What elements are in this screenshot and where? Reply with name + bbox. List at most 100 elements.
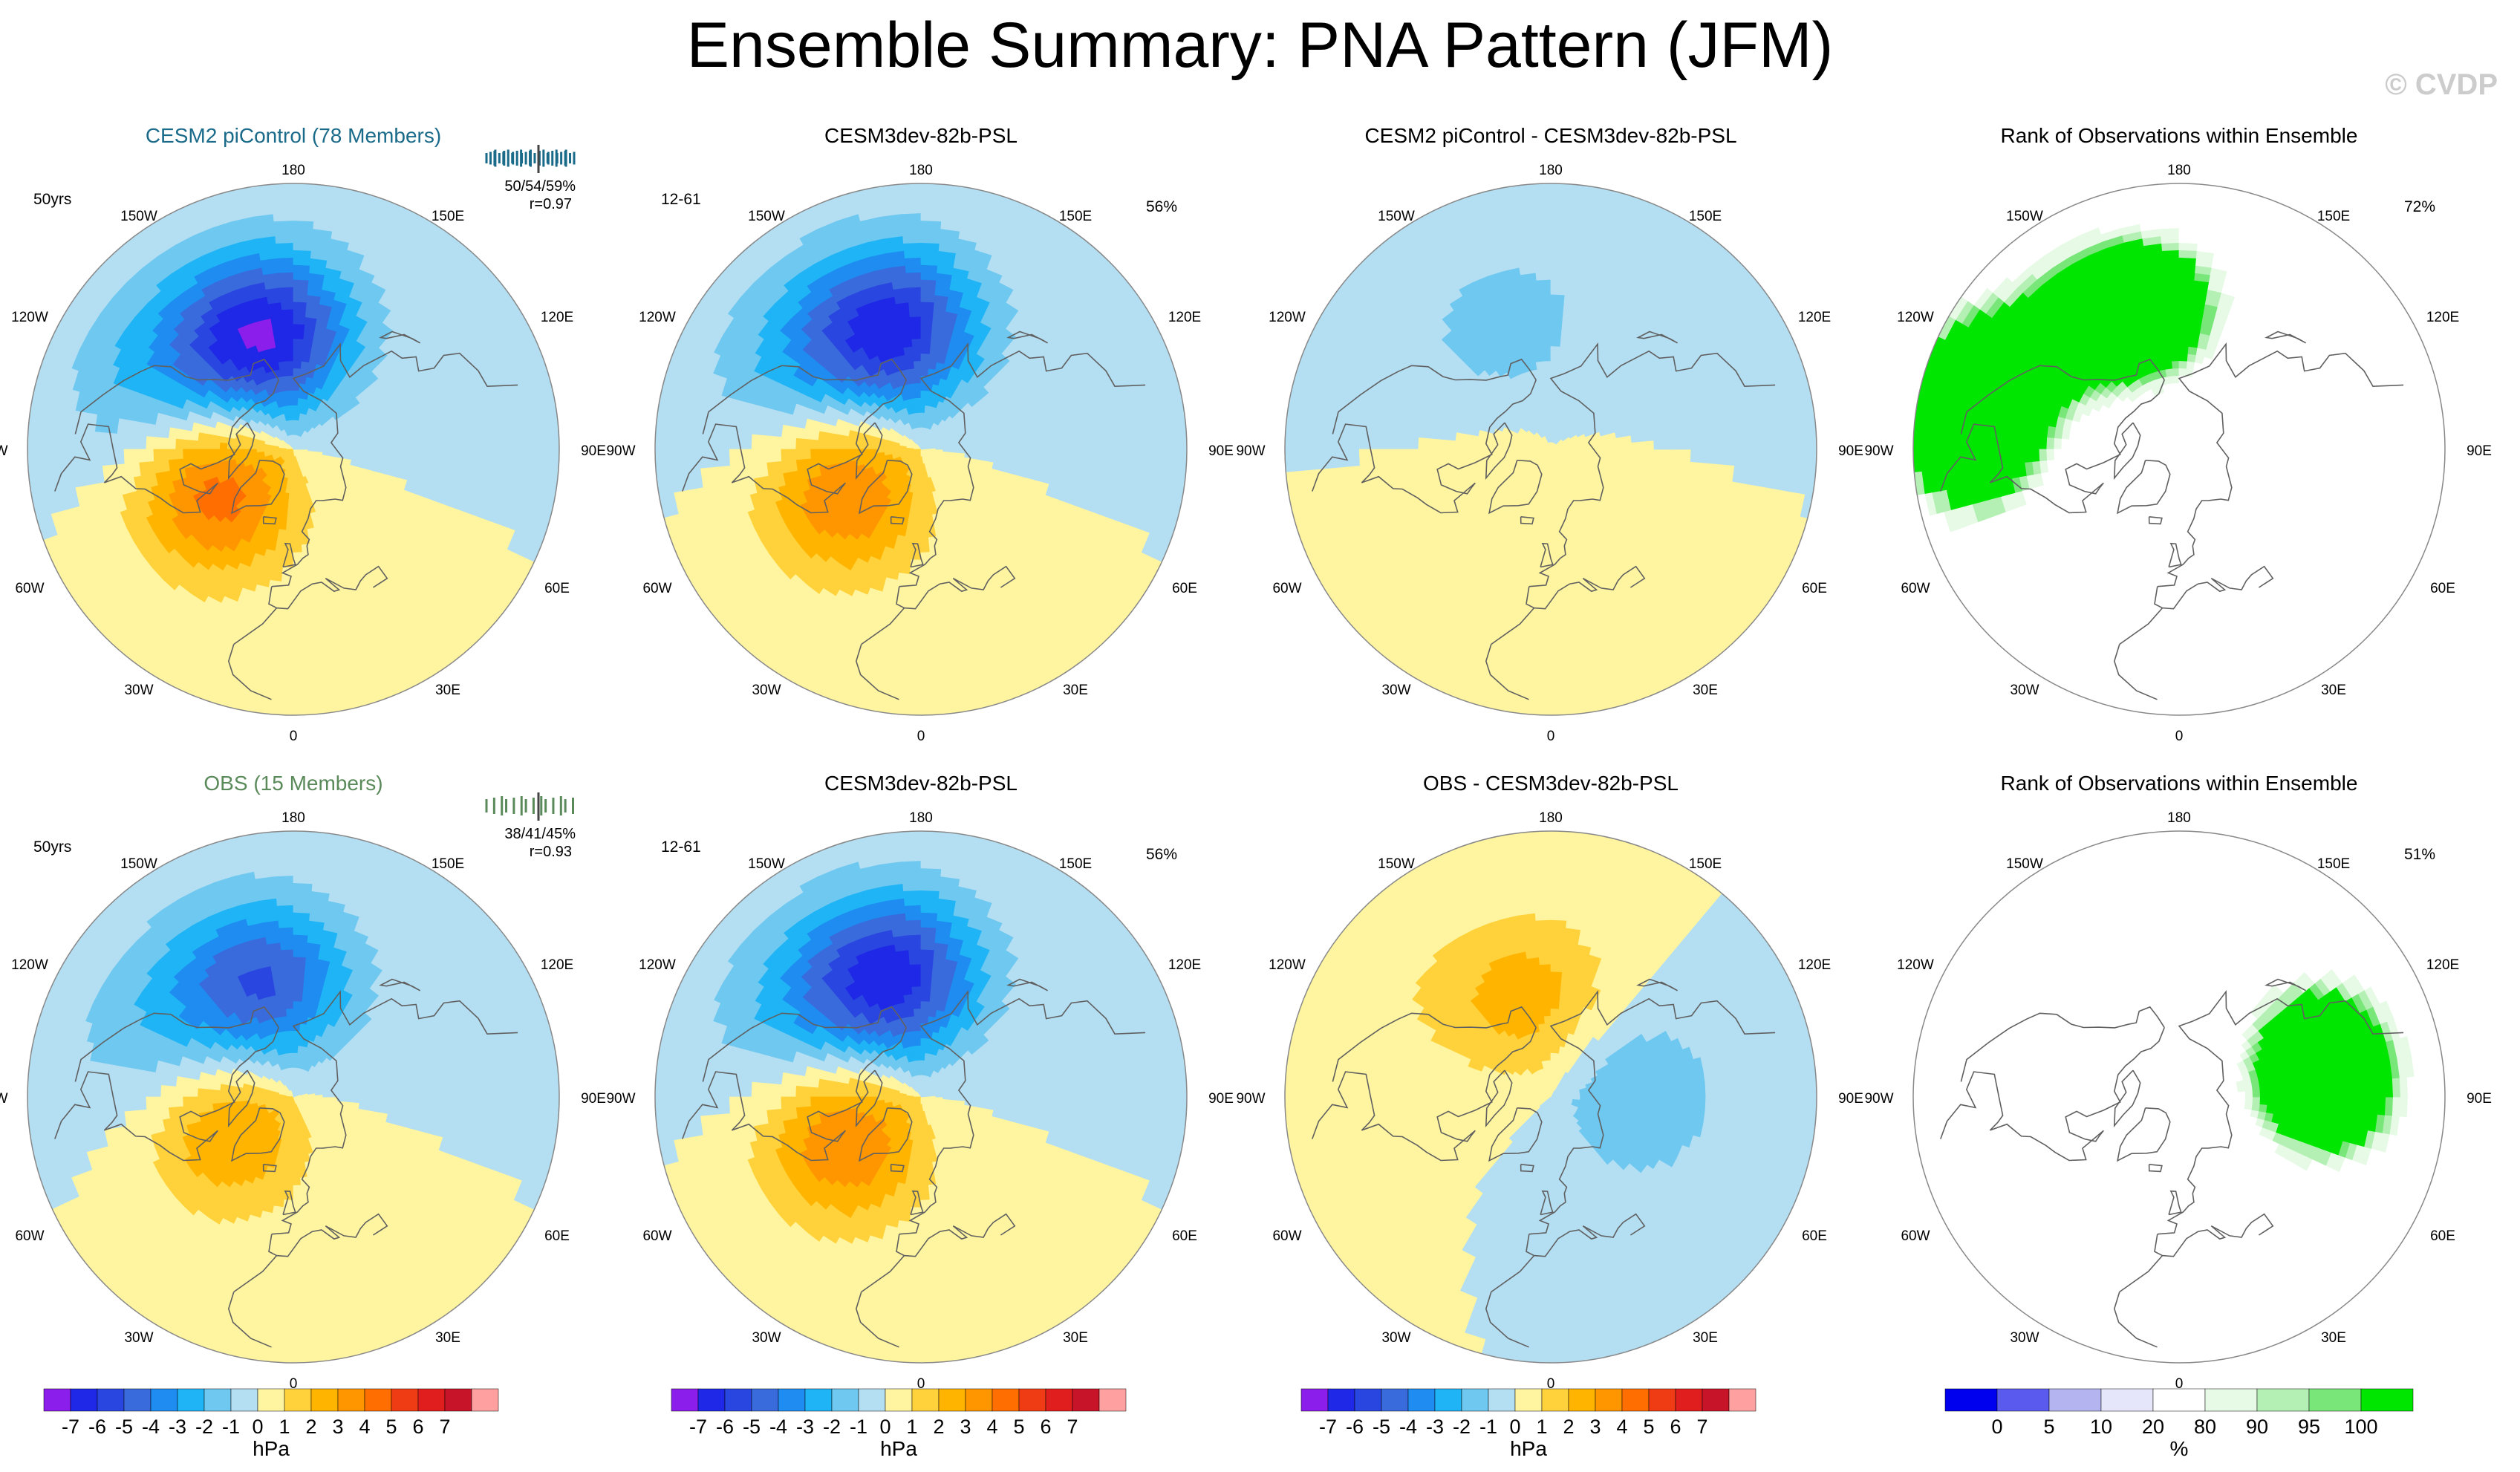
field-cell — [920, 648, 940, 657]
field-cell — [905, 271, 922, 281]
field-cell — [986, 442, 995, 450]
map-panel-cesm2-ensemble-mean: 1800150W150E120W120E90W90E60W60E30W30ECE… — [0, 124, 606, 744]
field-cell — [293, 235, 313, 244]
coastline — [282, 542, 296, 568]
field-cell — [440, 435, 449, 450]
field-cell — [293, 190, 316, 200]
field-cell — [920, 368, 928, 377]
field-cell — [293, 368, 301, 377]
field-cell — [1016, 449, 1025, 459]
field-cell — [802, 438, 811, 450]
field-cell — [920, 419, 924, 428]
field-cell — [1090, 449, 1099, 466]
field-cell — [543, 426, 553, 450]
field-cell — [477, 449, 486, 466]
field-cell — [272, 212, 294, 222]
field-cell — [920, 293, 935, 303]
field-cell — [34, 449, 44, 472]
field-cell — [273, 227, 294, 237]
field-cell — [293, 573, 306, 583]
field-cell — [906, 521, 915, 531]
field-cell — [293, 301, 307, 310]
field-cell — [868, 444, 877, 450]
field-cell — [388, 449, 397, 459]
field-cell — [994, 449, 1003, 457]
field-cell — [513, 429, 523, 450]
field-cell — [920, 397, 926, 406]
field-cell — [901, 662, 922, 671]
field-cell — [286, 522, 294, 531]
field-cell — [290, 471, 294, 480]
field-cell — [1148, 428, 1158, 450]
field-cell — [986, 449, 995, 457]
field-cell — [197, 432, 206, 443]
field-cell — [271, 205, 294, 215]
field-cell — [277, 529, 287, 538]
field-cell — [101, 432, 110, 450]
field-cell — [899, 212, 922, 222]
field-cell — [273, 662, 294, 671]
field-cell — [911, 345, 922, 354]
field-cell — [293, 323, 305, 332]
field-cell — [287, 500, 294, 509]
field-cell — [86, 449, 95, 468]
field-cell — [920, 345, 931, 354]
field-cell — [293, 183, 317, 192]
field-cell — [273, 220, 294, 229]
field-cell — [287, 507, 294, 516]
field-cell — [1082, 434, 1092, 450]
field-cell — [417, 449, 427, 462]
field-cell — [86, 431, 95, 450]
field-cell — [278, 610, 294, 620]
field-cell — [293, 353, 302, 362]
coastline — [233, 608, 278, 645]
field-cell — [255, 446, 264, 450]
field-cell — [772, 436, 782, 450]
field-cell — [279, 521, 287, 531]
field-cell — [212, 449, 221, 457]
field-cell — [920, 522, 928, 531]
field-cell — [1133, 429, 1143, 450]
field-cell — [27, 426, 36, 450]
field-cell — [891, 446, 899, 450]
coastline — [268, 565, 388, 610]
field-cell — [293, 684, 316, 694]
field-cell — [765, 435, 775, 450]
field-cell — [94, 431, 102, 450]
field-cell — [293, 515, 301, 524]
field-cell — [137, 435, 147, 450]
field-cell — [920, 544, 931, 553]
field-cell — [905, 618, 922, 628]
lon-label: 180 — [281, 163, 305, 178]
field-cell — [293, 648, 312, 657]
field-cell — [351, 454, 360, 462]
field-cell — [160, 437, 169, 450]
field-cell — [175, 438, 183, 450]
field-cell — [743, 433, 752, 450]
field-cell — [263, 446, 272, 450]
field-cell — [729, 432, 738, 450]
field-cell — [920, 573, 934, 583]
field-cell — [56, 428, 66, 450]
field-cell — [293, 250, 311, 258]
field-cell — [1023, 439, 1032, 450]
field-cell — [1009, 449, 1018, 458]
field-cell — [396, 439, 405, 450]
field-cell — [49, 427, 59, 450]
field-cell — [293, 522, 301, 531]
field-cell — [373, 456, 382, 466]
field-cell — [1045, 437, 1055, 450]
coastline — [227, 644, 272, 700]
field-cell — [152, 449, 162, 462]
field-cell — [270, 699, 294, 709]
map-border — [27, 183, 560, 716]
panel-title: CESM2 piControl (78 Members) — [146, 124, 441, 147]
field-cell — [1097, 432, 1107, 450]
field-cell — [916, 486, 922, 495]
field-cell — [914, 368, 922, 377]
field-cell — [901, 227, 922, 237]
field-cell — [152, 437, 162, 450]
field-cell — [293, 567, 305, 576]
coastline — [74, 358, 279, 434]
